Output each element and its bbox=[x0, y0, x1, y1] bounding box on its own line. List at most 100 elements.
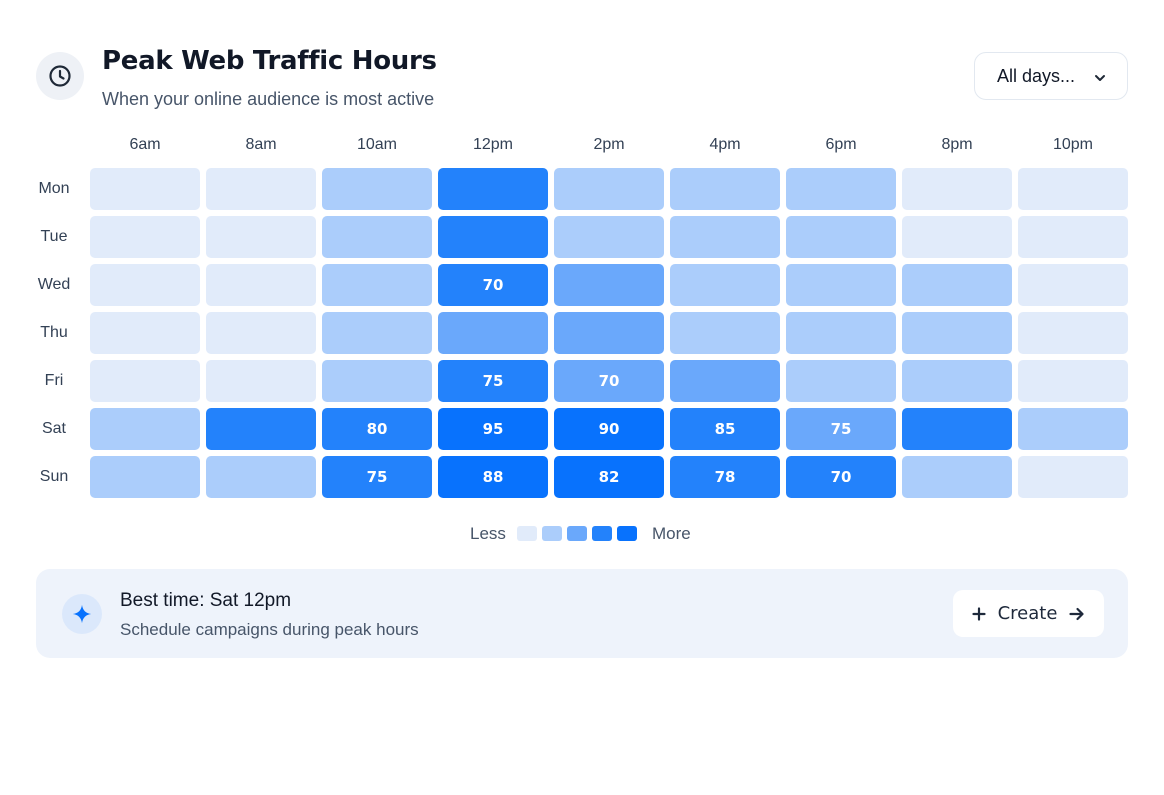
legend-swatch bbox=[567, 526, 587, 541]
heatmap-cell[interactable] bbox=[902, 456, 1012, 498]
heatmap-cell[interactable] bbox=[206, 360, 316, 402]
heatmap-cell[interactable]: 95 bbox=[438, 408, 548, 450]
column-label: 6pm bbox=[825, 136, 857, 153]
heatmap-cell[interactable] bbox=[1018, 360, 1128, 402]
create-button-label: Create bbox=[997, 603, 1058, 624]
heatmap-cell[interactable] bbox=[1018, 168, 1128, 210]
legend-more-label: More bbox=[652, 524, 691, 543]
heatmap-cell[interactable]: 75 bbox=[786, 408, 896, 450]
heatmap-cell[interactable] bbox=[786, 168, 896, 210]
heatmap-cell[interactable] bbox=[786, 264, 896, 306]
clock-icon bbox=[36, 52, 84, 100]
row-label: Sun bbox=[39, 468, 69, 485]
heatmap-cell[interactable]: 85 bbox=[670, 408, 780, 450]
heatmap-cell[interactable] bbox=[90, 456, 200, 498]
heatmap-cell[interactable]: 88 bbox=[438, 456, 548, 498]
heatmap-cell[interactable] bbox=[438, 216, 548, 258]
heatmap-cell[interactable] bbox=[90, 312, 200, 354]
heatmap-cell[interactable] bbox=[206, 456, 316, 498]
heatmap-cell[interactable]: 78 bbox=[670, 456, 780, 498]
heatmap-cell[interactable] bbox=[902, 168, 1012, 210]
heatmap-cell[interactable] bbox=[786, 360, 896, 402]
best-time-banner bbox=[36, 569, 1128, 658]
heatmap-cell[interactable] bbox=[902, 360, 1012, 402]
column-label: 4pm bbox=[709, 136, 741, 153]
row-label: Thu bbox=[40, 324, 68, 341]
heatmap-cell[interactable] bbox=[554, 264, 664, 306]
heatmap-cell[interactable] bbox=[670, 216, 780, 258]
heatmap-cell[interactable]: 75 bbox=[322, 456, 432, 498]
column-label: 6am bbox=[129, 136, 161, 153]
heatmap-cell[interactable] bbox=[322, 168, 432, 210]
heatmap-cell[interactable] bbox=[786, 216, 896, 258]
heatmap-cell[interactable] bbox=[1018, 312, 1128, 354]
heatmap-cell[interactable] bbox=[322, 264, 432, 306]
heatmap-cell[interactable] bbox=[670, 360, 780, 402]
heatmap-cell[interactable] bbox=[322, 312, 432, 354]
heatmap-cell[interactable] bbox=[554, 216, 664, 258]
heatmap-cell[interactable] bbox=[90, 408, 200, 450]
heatmap-cell[interactable] bbox=[438, 168, 548, 210]
create-campaign-button[interactable]: Create bbox=[953, 590, 1104, 637]
heatmap-cell[interactable] bbox=[206, 312, 316, 354]
best-time-subtitle: Schedule campaigns during peak hours bbox=[120, 620, 419, 639]
heatmap-cell[interactable] bbox=[670, 168, 780, 210]
heatmap-cell[interactable] bbox=[670, 312, 780, 354]
heatmap-cell[interactable] bbox=[206, 264, 316, 306]
plus-icon bbox=[971, 606, 986, 621]
sparkle-icon bbox=[62, 594, 102, 634]
column-label: 8pm bbox=[941, 136, 973, 153]
arrow-right-icon bbox=[1069, 607, 1085, 620]
row-label: Mon bbox=[38, 180, 70, 197]
heatmap-cell[interactable] bbox=[902, 408, 1012, 450]
heatmap-cell[interactable]: 70 bbox=[554, 360, 664, 402]
row-label: Fri bbox=[44, 372, 64, 389]
heatmap-cell[interactable] bbox=[206, 408, 316, 450]
row-label: Sat bbox=[41, 420, 66, 437]
heatmap-cell[interactable] bbox=[206, 216, 316, 258]
heatmap-cell[interactable] bbox=[90, 360, 200, 402]
column-label: 12pm bbox=[472, 136, 514, 153]
heatmap-cell[interactable]: 90 bbox=[554, 408, 664, 450]
heatmap-cell[interactable]: 80 bbox=[322, 408, 432, 450]
legend-swatch bbox=[542, 526, 562, 541]
heatmap-cell[interactable] bbox=[786, 312, 896, 354]
heatmap-cell[interactable] bbox=[90, 264, 200, 306]
legend-swatch bbox=[617, 526, 637, 541]
heatmap-cell[interactable] bbox=[554, 168, 664, 210]
heatmap-cell[interactable] bbox=[438, 312, 548, 354]
heatmap-cell[interactable] bbox=[1018, 264, 1128, 306]
heatmap-cell[interactable] bbox=[322, 360, 432, 402]
heatmap-cell[interactable]: 70 bbox=[786, 456, 896, 498]
heatmap-cell[interactable] bbox=[902, 312, 1012, 354]
day-filter-dropdown[interactable]: All days... bbox=[974, 52, 1128, 100]
legend-less-label: Less bbox=[470, 524, 506, 543]
heatmap-cell[interactable] bbox=[206, 168, 316, 210]
chevron-down-icon bbox=[1093, 69, 1107, 90]
best-time-title: Best time: Sat 12pm bbox=[120, 590, 292, 611]
page-title: Peak Web Traffic Hours bbox=[102, 46, 437, 76]
heatmap-cell[interactable] bbox=[90, 216, 200, 258]
column-label: 2pm bbox=[593, 136, 625, 153]
heatmap-cell[interactable] bbox=[1018, 216, 1128, 258]
heatmap-cell[interactable] bbox=[90, 168, 200, 210]
heatmap-cell[interactable] bbox=[554, 312, 664, 354]
heatmap-cell[interactable]: 82 bbox=[554, 456, 664, 498]
page-subtitle: When your online audience is most active bbox=[102, 89, 435, 109]
heatmap-cell[interactable]: 70 bbox=[438, 264, 548, 306]
day-filter-label: All days... bbox=[997, 65, 1076, 86]
legend-swatch bbox=[592, 526, 612, 541]
heatmap-cell[interactable] bbox=[1018, 408, 1128, 450]
heatmap-cell[interactable] bbox=[1018, 456, 1128, 498]
column-label: 10pm bbox=[1052, 136, 1094, 153]
heatmap-cell[interactable] bbox=[902, 216, 1012, 258]
row-label: Tue bbox=[40, 228, 68, 245]
column-label: 8am bbox=[245, 136, 277, 153]
heatmap-cell[interactable] bbox=[670, 264, 780, 306]
row-label: Wed bbox=[37, 276, 71, 293]
column-label: 10am bbox=[356, 136, 398, 153]
legend-swatch bbox=[517, 526, 537, 541]
heatmap-cell[interactable]: 75 bbox=[438, 360, 548, 402]
heatmap-cell[interactable] bbox=[902, 264, 1012, 306]
heatmap-cell[interactable] bbox=[322, 216, 432, 258]
